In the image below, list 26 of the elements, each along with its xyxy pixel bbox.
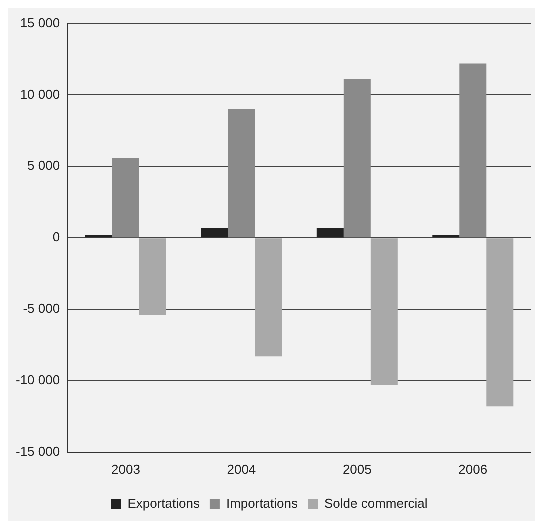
y-tick-label: -5 000 [23,301,60,316]
bar [316,228,344,238]
bar [228,110,256,238]
legend-label: Solde commercial [324,496,428,512]
y-tick-label: -15 000 [16,444,60,459]
bar [460,64,487,238]
bar [201,228,228,238]
y-tick-label: 0 [52,230,60,245]
x-tick-label: 2006 [458,462,488,477]
bar [255,238,282,357]
bar [432,235,460,238]
x-tick-label: 2003 [111,462,140,477]
legend-label: Importations [226,496,298,512]
x-tick-label: 2004 [227,462,256,477]
legend-label: Exportations [128,496,200,512]
bar [344,80,371,238]
y-tick-label: 15 000 [20,15,60,30]
y-tick-label: 10 000 [20,86,60,102]
bar [85,235,112,238]
bar [112,158,140,238]
y-tick-label: 5 000 [28,158,60,174]
bar [139,238,166,316]
y-tick-label: -10 000 [16,372,60,388]
bar [370,238,398,386]
bar [486,238,514,407]
x-tick-label: 2005 [342,462,372,477]
